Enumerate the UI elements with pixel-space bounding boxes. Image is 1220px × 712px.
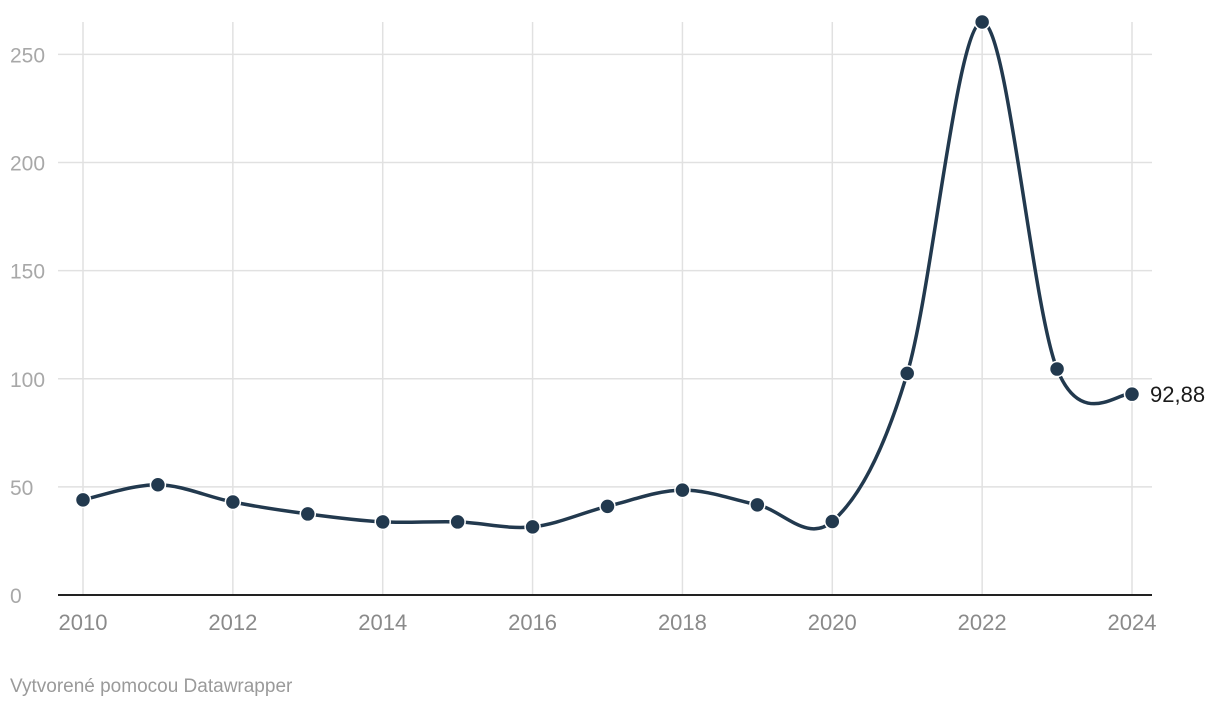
data-points bbox=[74, 13, 1141, 536]
x-tick-label: 2016 bbox=[508, 610, 557, 635]
data-point-2017 bbox=[599, 498, 616, 515]
y-axis: 0 50 100 150 200 250 bbox=[10, 44, 45, 608]
series-line bbox=[81, 20, 1134, 531]
y-tick-label: 0 bbox=[10, 585, 22, 608]
data-point-2020 bbox=[824, 513, 841, 530]
y-tick-label: 200 bbox=[10, 153, 45, 176]
data-point-2022 bbox=[973, 13, 991, 31]
x-tick-label: 2012 bbox=[208, 610, 257, 635]
data-point-2010 bbox=[74, 491, 92, 509]
chart-credit: Vytvorené pomocou Datawrapper bbox=[10, 676, 293, 697]
grid bbox=[58, 22, 1152, 595]
end-value-label: 92,88 bbox=[1150, 382, 1205, 407]
y-tick-label: 100 bbox=[10, 369, 45, 392]
y-tick-label: 50 bbox=[10, 477, 33, 500]
data-point-2023 bbox=[1048, 360, 1066, 378]
data-point-2012 bbox=[224, 493, 242, 511]
y-tick-label: 250 bbox=[10, 44, 45, 67]
data-point-2016 bbox=[524, 518, 541, 536]
data-point-2024 bbox=[1123, 385, 1141, 403]
data-point-2013 bbox=[299, 505, 317, 523]
x-tick-label: 2014 bbox=[358, 610, 407, 635]
data-point-2015 bbox=[449, 513, 466, 531]
data-point-2014 bbox=[374, 513, 391, 531]
data-point-2021 bbox=[898, 365, 916, 382]
y-tick-label: 150 bbox=[10, 261, 45, 284]
data-point-2019 bbox=[749, 496, 766, 514]
x-axis: 2010 2012 2014 2016 2018 2020 2022 2024 bbox=[59, 610, 1157, 635]
x-tick-label: 2018 bbox=[658, 610, 707, 635]
x-tick-label: 2024 bbox=[1108, 610, 1157, 635]
x-tick-label: 2022 bbox=[958, 610, 1007, 635]
data-point-2018 bbox=[674, 481, 691, 499]
x-tick-label: 2020 bbox=[808, 610, 857, 635]
data-point-2011 bbox=[149, 476, 167, 493]
x-tick-label: 2010 bbox=[59, 610, 108, 635]
